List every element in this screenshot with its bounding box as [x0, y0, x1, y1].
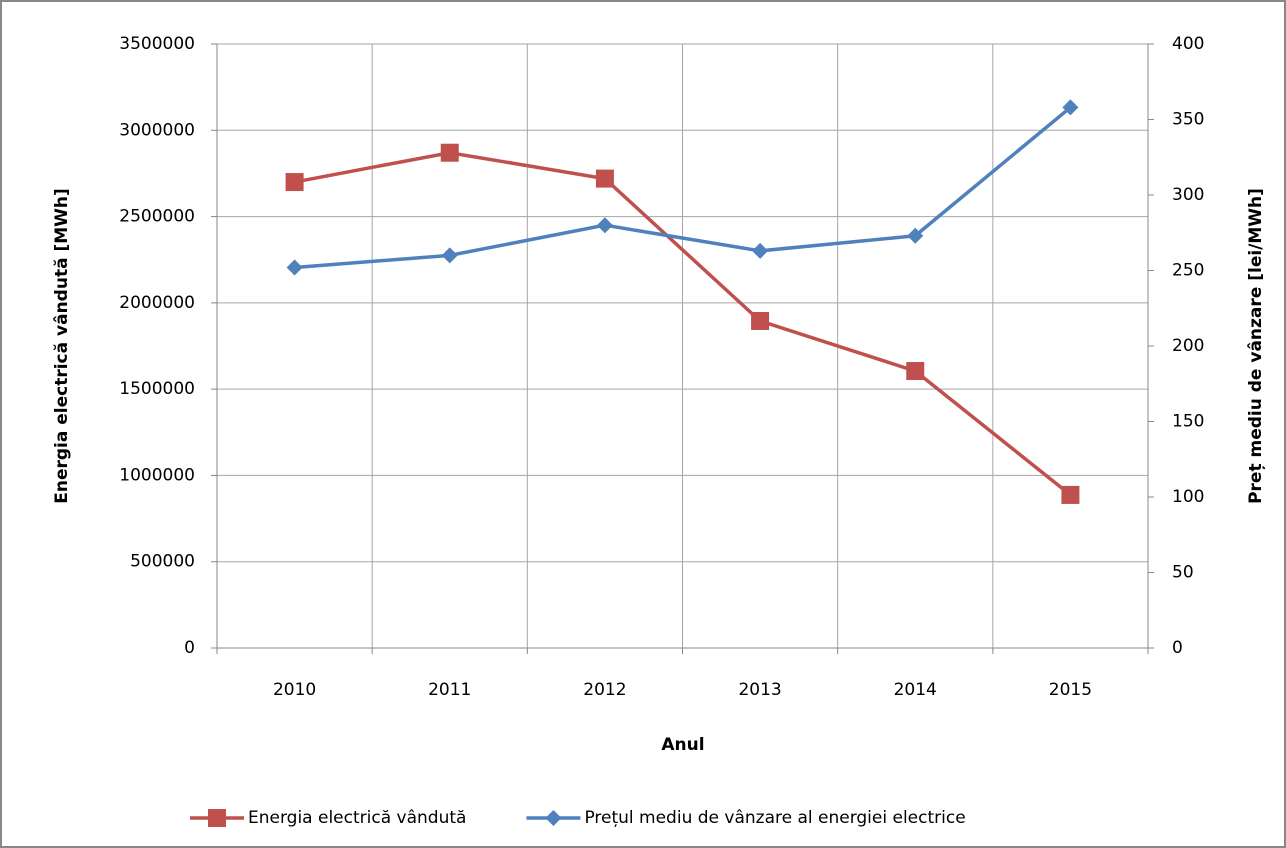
- marker-diamond: [286, 259, 303, 276]
- y-tick-label: 3500000: [119, 34, 195, 54]
- x-tick-label: 2014: [894, 680, 937, 700]
- y-tick-label: 0: [184, 638, 195, 658]
- x-tick-label: 2012: [583, 680, 626, 700]
- y2-tick-label: 100: [1172, 487, 1204, 507]
- marker-square: [440, 143, 459, 162]
- y2-tick-label: 250: [1172, 261, 1204, 281]
- x-tick-label: 2010: [273, 680, 316, 700]
- marker-square: [906, 362, 925, 381]
- x-tick-label: 2013: [738, 680, 781, 700]
- y2-tick-label: 400: [1172, 34, 1204, 54]
- x-tick-label: 2011: [428, 680, 471, 700]
- marker-square: [208, 809, 226, 827]
- y2-tick-label: 50: [1172, 563, 1194, 583]
- marker-square: [595, 169, 614, 188]
- x-axis-title: Anul: [661, 735, 704, 755]
- marker-square: [285, 173, 304, 192]
- marker-diamond: [596, 217, 613, 234]
- marker-square: [1061, 485, 1080, 504]
- y-tick-label: 1000000: [119, 465, 195, 485]
- legend-label: Prețul mediu de vânzare al energiei elec…: [584, 808, 965, 828]
- marker-diamond: [1062, 99, 1079, 116]
- x-tick-label: 2015: [1049, 680, 1092, 700]
- y2-tick-label: 150: [1172, 412, 1204, 432]
- y2-tick-label: 0: [1172, 638, 1183, 658]
- series-line: [294, 150, 1072, 497]
- marker-diamond: [545, 810, 562, 826]
- y2-tick-label: 200: [1172, 336, 1204, 356]
- y2-tick-label: 300: [1172, 185, 1204, 205]
- marker-diamond: [752, 242, 769, 259]
- y-axis-title: Energia electrică vândută [MWh]: [52, 188, 72, 504]
- y-tick-label: 2500000: [119, 207, 195, 227]
- marker-diamond: [441, 247, 458, 264]
- marker-square: [751, 311, 770, 330]
- y-tick-label: 500000: [130, 552, 195, 572]
- y2-axis-title: Preț mediu de vânzare [lei/MWh]: [1246, 188, 1266, 504]
- marker-diamond: [907, 227, 924, 244]
- y2-tick-label: 350: [1172, 110, 1204, 130]
- y-tick-label: 3000000: [119, 120, 195, 140]
- series-line: [294, 106, 1072, 270]
- y-tick-label: 2000000: [119, 293, 195, 313]
- legend-label: Energia electrică vândută: [248, 808, 466, 828]
- y-tick-label: 1500000: [119, 379, 195, 399]
